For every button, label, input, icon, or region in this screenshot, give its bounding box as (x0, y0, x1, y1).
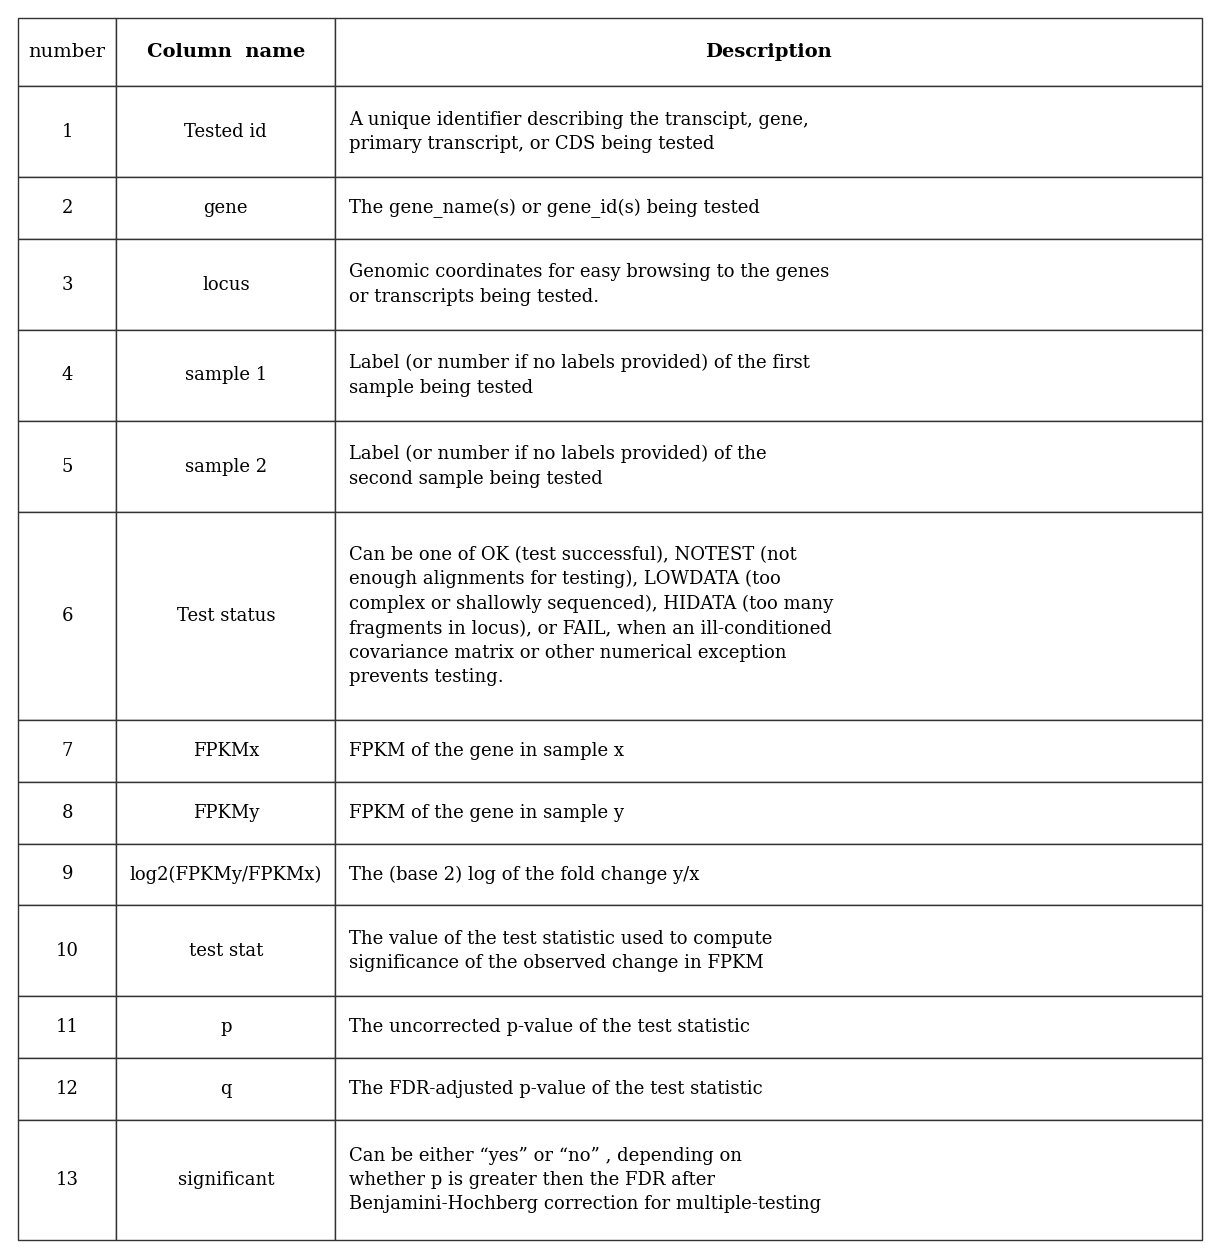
Bar (336, 996, 1202, 1058)
Text: number: number (28, 43, 106, 62)
Bar (336, 18, 1202, 87)
Text: q: q (220, 1079, 232, 1098)
Bar (336, 239, 1202, 330)
Bar (116, 512, 336, 720)
Bar (18, 781, 116, 844)
Text: 10: 10 (56, 942, 78, 960)
Bar (116, 239, 336, 330)
Bar (336, 177, 1202, 239)
Text: 6: 6 (61, 608, 73, 625)
Text: Label (or number if no labels provided) of the first
sample being tested: Label (or number if no labels provided) … (349, 355, 810, 396)
Text: sample 2: sample 2 (184, 458, 267, 476)
Text: 2: 2 (61, 199, 73, 218)
Bar (336, 720, 1202, 781)
Text: 3: 3 (61, 276, 73, 293)
Bar (18, 239, 116, 330)
Text: 1: 1 (61, 123, 73, 141)
Bar (116, 844, 336, 906)
Text: The uncorrected p-value of the test statistic: The uncorrected p-value of the test stat… (349, 1018, 750, 1037)
Text: 7: 7 (61, 742, 73, 760)
Text: 12: 12 (56, 1079, 78, 1098)
Text: Can be either “yes” or “no” , depending on
whether p is greater then the FDR aft: Can be either “yes” or “no” , depending … (349, 1146, 821, 1213)
Text: The FDR-adjusted p-value of the test statistic: The FDR-adjusted p-value of the test sta… (349, 1079, 762, 1098)
Text: test stat: test stat (189, 942, 264, 960)
Bar (116, 18, 336, 87)
Text: Description: Description (705, 43, 832, 62)
Bar (18, 844, 116, 906)
Bar (18, 421, 116, 512)
Text: 13: 13 (56, 1171, 78, 1189)
Bar (18, 87, 116, 177)
Bar (116, 421, 336, 512)
Bar (18, 177, 116, 239)
Bar (116, 330, 336, 421)
Bar (18, 1058, 116, 1120)
Text: FPKMy: FPKMy (193, 804, 259, 821)
Bar (18, 512, 116, 720)
Bar (116, 781, 336, 844)
Text: Column  name: Column name (146, 43, 305, 62)
Text: The gene_name(s) or gene_id(s) being tested: The gene_name(s) or gene_id(s) being tes… (349, 199, 760, 218)
Text: 4: 4 (61, 366, 73, 385)
Text: 11: 11 (56, 1018, 78, 1037)
Text: FPKM of the gene in sample x: FPKM of the gene in sample x (349, 742, 625, 760)
Bar (116, 87, 336, 177)
Bar (18, 720, 116, 781)
Bar (336, 330, 1202, 421)
Text: log2(FPKMy/FPKMx): log2(FPKMy/FPKMx) (129, 866, 322, 883)
Bar (18, 18, 116, 87)
Text: significant: significant (178, 1171, 274, 1189)
Bar (116, 720, 336, 781)
Text: The (base 2) log of the fold change y/x: The (base 2) log of the fold change y/x (349, 866, 700, 883)
Text: sample 1: sample 1 (184, 366, 267, 385)
Bar (336, 87, 1202, 177)
Text: locus: locus (203, 276, 250, 293)
Bar (336, 421, 1202, 512)
Bar (18, 330, 116, 421)
Bar (336, 1058, 1202, 1120)
Bar (336, 512, 1202, 720)
Text: Test status: Test status (177, 608, 274, 625)
Bar (336, 844, 1202, 906)
Text: FPKMx: FPKMx (193, 742, 259, 760)
Text: FPKM of the gene in sample y: FPKM of the gene in sample y (349, 804, 625, 821)
Text: 9: 9 (61, 866, 73, 883)
Bar (116, 1058, 336, 1120)
Bar (116, 1120, 336, 1240)
Bar (336, 906, 1202, 996)
Text: A unique identifier describing the transcipt, gene,
primary transcript, or CDS b: A unique identifier describing the trans… (349, 111, 809, 153)
Bar (18, 906, 116, 996)
Text: Genomic coordinates for easy browsing to the genes
or transcripts being tested.: Genomic coordinates for easy browsing to… (349, 263, 830, 306)
Text: 5: 5 (61, 458, 73, 476)
Text: The value of the test statistic used to compute
significance of the observed cha: The value of the test statistic used to … (349, 930, 772, 972)
Bar (116, 996, 336, 1058)
Bar (116, 177, 336, 239)
Text: Can be one of OK (test successful), NOTEST (not
enough alignments for testing), : Can be one of OK (test successful), NOTE… (349, 546, 833, 687)
Bar (336, 1120, 1202, 1240)
Text: Label (or number if no labels provided) of the
second sample being tested: Label (or number if no labels provided) … (349, 445, 767, 488)
Bar (18, 996, 116, 1058)
Text: Tested id: Tested id (184, 123, 267, 141)
Bar (116, 906, 336, 996)
Bar (336, 781, 1202, 844)
Text: gene: gene (204, 199, 248, 218)
Text: 8: 8 (61, 804, 73, 821)
Bar (18, 1120, 116, 1240)
Text: p: p (220, 1018, 232, 1037)
